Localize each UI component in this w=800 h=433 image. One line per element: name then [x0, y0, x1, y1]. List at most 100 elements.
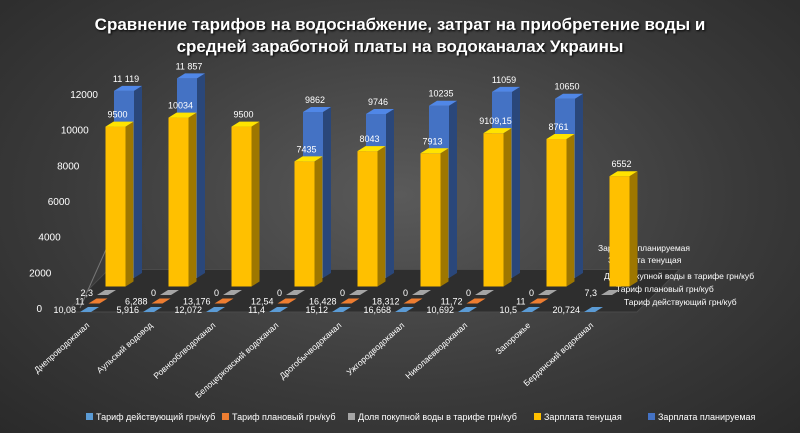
bar-top-series-4	[366, 108, 394, 114]
bar-side-series-4	[197, 73, 205, 278]
bar-marker-series-1	[529, 298, 549, 304]
y-tick-label: 0	[36, 304, 42, 315]
depth-axis-label: Зарплата планируемая	[598, 243, 690, 253]
legend-entry: Зарплата тенущая	[544, 412, 622, 422]
category-label: Ужгородводоканал	[344, 320, 406, 377]
bar-side-series-3	[503, 128, 512, 287]
depth-axis-label: Тариф действующий грн/куб	[624, 297, 737, 307]
data-label-series-0: 5,916	[116, 305, 139, 315]
data-label-series-0: 12,072	[174, 305, 202, 315]
bar-marker-series-2	[601, 290, 620, 295]
bar-top-series-3	[546, 134, 575, 140]
bar-front-series-3	[546, 139, 567, 287]
bar-marker-series-1	[214, 298, 234, 304]
bar-top-series-3	[105, 121, 134, 127]
data-label-series-2: 0	[529, 288, 534, 298]
bar-top-series-3	[420, 148, 449, 154]
chart-title: Сравнение тарифов на водоснабжение, затр…	[0, 14, 800, 58]
legend-swatch	[648, 413, 655, 420]
data-label-series-1: 11	[516, 297, 525, 307]
bar-front-series-3	[294, 161, 315, 287]
y-tick-label: 6000	[48, 197, 71, 208]
bar-top-series-3	[231, 121, 260, 127]
depth-axis-label: Зарплата тенущая	[608, 255, 682, 265]
depth-axis-label: Тариф плановый грн/куб	[616, 284, 714, 294]
bar-front-series-3	[231, 126, 252, 287]
data-label-series-4: 11 119	[113, 74, 139, 84]
chart-title-line-2: средней заработной платы на водоканалах …	[176, 37, 624, 56]
bar-side-series-4	[575, 93, 583, 278]
data-label-series-3: 7913	[422, 136, 442, 146]
bar-marker-series-2	[538, 290, 557, 295]
bar-top-series-3	[357, 146, 386, 152]
bar-marker-series-0	[458, 307, 477, 312]
bar-side-series-3	[377, 146, 386, 287]
bar-marker-series-1	[403, 298, 423, 304]
bar-marker-series-2	[97, 290, 116, 295]
data-label-series-3: 6552	[611, 159, 631, 169]
bar-marker-series-2	[349, 290, 368, 295]
bar-marker-series-0	[80, 307, 99, 312]
data-label-series-0: 10,5	[499, 305, 517, 315]
y-tick-label: 10000	[61, 126, 89, 137]
bar-side-series-4	[134, 85, 142, 278]
data-label-series-1: 6,288	[125, 297, 148, 307]
y-tick-label: 8000	[57, 161, 80, 172]
bar-side-series-4	[386, 108, 394, 278]
bar-side-series-4	[323, 106, 331, 278]
bar-marker-series-0	[206, 307, 225, 312]
data-label-series-3: 9500	[233, 110, 253, 120]
data-label-series-2: 0	[403, 288, 408, 298]
data-label-series-4: 9746	[368, 97, 388, 107]
data-label-series-0: 10,692	[426, 305, 454, 315]
data-label-series-1: 13,176	[183, 297, 211, 307]
data-label-series-1: 12,54	[251, 297, 274, 307]
category-label: Аульский водовод	[95, 320, 155, 375]
category-label: Запорожье	[493, 320, 532, 357]
data-label-series-2: 0	[214, 288, 219, 298]
bar-top-series-3	[609, 171, 638, 177]
category-label: Николаевводоканал	[403, 320, 469, 381]
data-label-series-0: 20,724	[552, 305, 580, 315]
data-label-series-3: 10034	[168, 101, 193, 111]
bar-marker-series-1	[277, 298, 297, 304]
data-label-series-0: 10,08	[53, 305, 76, 315]
legend-swatch	[534, 413, 541, 420]
bar-marker-series-0	[584, 307, 603, 312]
data-label-series-1: 16,428	[309, 297, 337, 307]
category-label: Бердянский водоканал	[521, 320, 595, 388]
bar-marker-series-0	[521, 307, 540, 312]
data-label-series-1: 11	[75, 297, 84, 307]
y-tick-label: 2000	[29, 268, 52, 279]
bar-top-series-4	[303, 106, 331, 112]
data-label-series-2: 2,3	[80, 288, 93, 298]
bar-top-series-3	[294, 156, 323, 162]
bar-side-series-3	[440, 148, 449, 287]
data-label-series-3: 9500	[107, 110, 127, 120]
data-label-series-1: 18,312	[372, 297, 400, 307]
data-label-series-4: 10650	[554, 82, 579, 92]
bar-top-series-3	[483, 128, 512, 134]
data-label-series-2: 0	[466, 288, 471, 298]
chart-title-line-1: Сравнение тарифов на водоснабжение, затр…	[94, 15, 706, 34]
legend-entry: Доля покупной воды в тарифе грн/куб	[358, 412, 517, 422]
data-label-series-4: 10235	[428, 89, 453, 99]
depth-axis-label: Доля покупной воды в тарифе грн/куб	[604, 271, 754, 281]
bar-front-series-3	[168, 117, 189, 287]
bar-top-series-3	[168, 112, 197, 118]
bar-marker-series-0	[332, 307, 351, 312]
bar-marker-series-0	[395, 307, 414, 312]
bar-marker-series-2	[160, 290, 179, 295]
bar-front-series-3	[105, 126, 126, 287]
data-label-series-2: 0	[151, 288, 156, 298]
data-label-series-3: 8043	[359, 134, 379, 144]
bar-top-series-4	[114, 85, 142, 91]
bar-side-series-3	[125, 121, 134, 287]
y-tick-label: 12000	[70, 90, 98, 101]
bar-marker-series-1	[88, 298, 108, 304]
data-label-series-1: 11,72	[441, 297, 463, 307]
bar-top-series-4	[555, 93, 583, 99]
data-label-series-2: 7,3	[584, 288, 597, 298]
legend-swatch	[348, 413, 355, 420]
data-label-series-4: 11059	[492, 75, 516, 85]
